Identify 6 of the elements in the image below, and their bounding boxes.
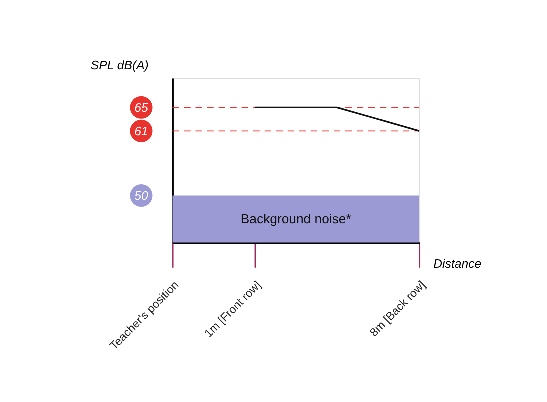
y-tick-label: 50: [134, 188, 148, 203]
y-tick-label: 65: [134, 100, 148, 115]
y-tick-label: 61: [134, 124, 148, 138]
x-axis-title: Distance: [434, 256, 482, 271]
band-label: Background noise*: [240, 211, 352, 226]
y-axis-title: SPL dB(A): [90, 58, 149, 73]
